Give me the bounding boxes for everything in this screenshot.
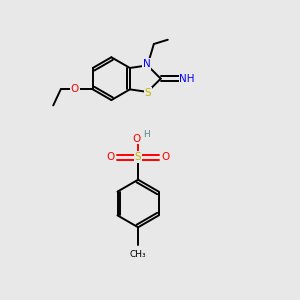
Text: NH: NH	[179, 74, 195, 84]
Text: S: S	[145, 88, 151, 98]
Text: CH₃: CH₃	[130, 250, 146, 260]
Text: O: O	[70, 84, 79, 94]
Text: O: O	[133, 134, 141, 143]
Text: O: O	[106, 152, 115, 162]
Text: H: H	[143, 130, 150, 139]
Text: O: O	[161, 152, 170, 162]
Text: S: S	[135, 152, 141, 162]
Text: N: N	[143, 59, 150, 69]
